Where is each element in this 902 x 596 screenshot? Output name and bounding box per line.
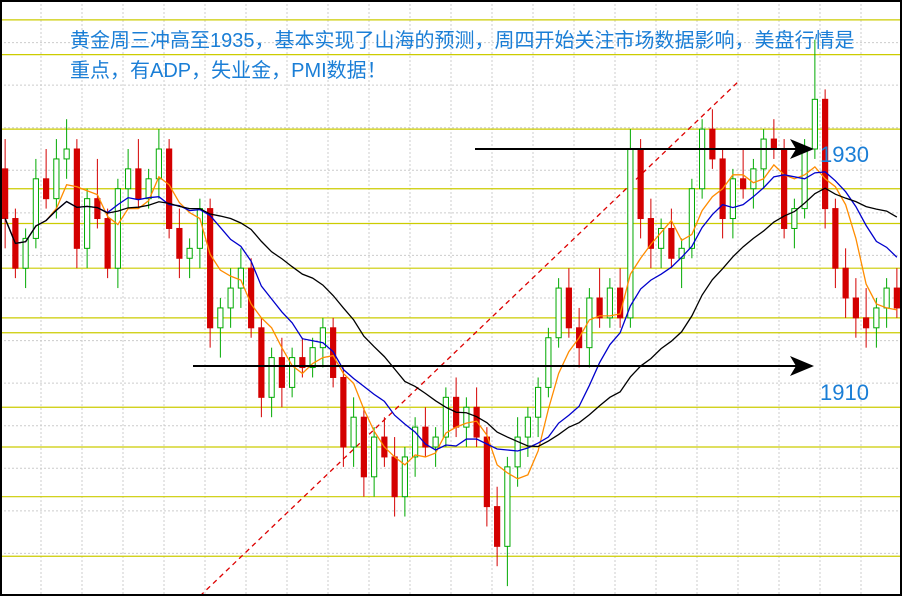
gold-candlestick-chart: { "annotation_text": "黄金周三冲高至1935，基本实现了山…	[0, 0, 902, 596]
chart-svg	[0, 0, 902, 596]
annotation-text: 黄金周三冲高至1935，基本实现了山海的预测，周四开始关注市场数据影响，美盘行情…	[70, 26, 862, 86]
price-label-upper: 1930	[820, 142, 869, 168]
price-label-lower: 1910	[820, 380, 869, 406]
